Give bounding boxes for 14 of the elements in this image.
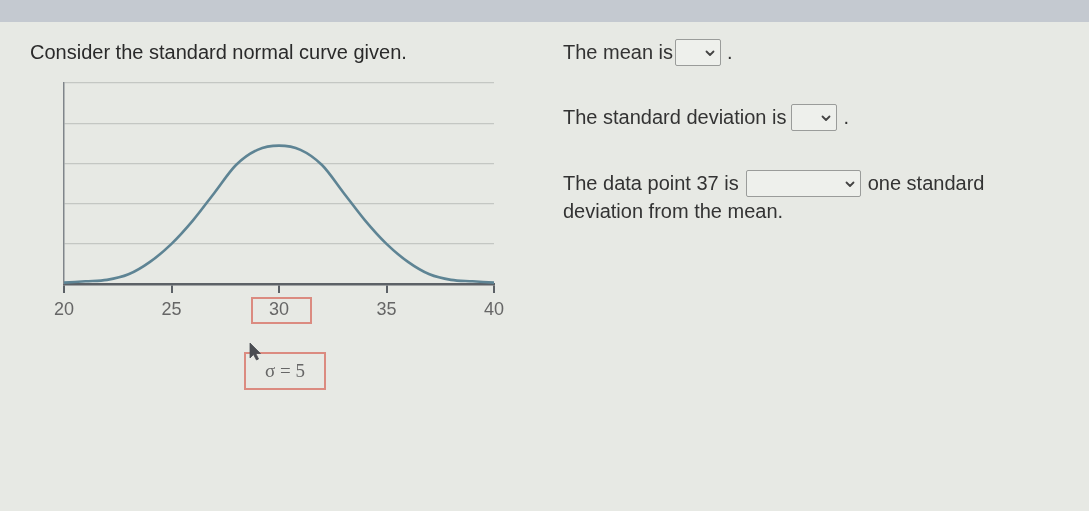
text: . <box>727 40 733 64</box>
x-tick-label: 35 <box>376 298 397 319</box>
x-tick-label: 30 <box>268 298 290 319</box>
x-tick-label: 40 <box>483 298 505 319</box>
answer-box: σ = 5 <box>244 352 326 390</box>
text: The standard deviation is <box>563 105 787 129</box>
text: . <box>843 105 850 129</box>
text: one standard <box>867 171 985 195</box>
text: deviation from the mean. <box>563 199 784 223</box>
text: The data point 37 is <box>563 171 739 195</box>
text: The mean is <box>563 40 674 64</box>
x-tick-label: 20 <box>53 298 75 319</box>
x-tick-label: 25 <box>161 298 182 319</box>
chart-title: Consider the standard normal curve given. <box>30 40 407 64</box>
